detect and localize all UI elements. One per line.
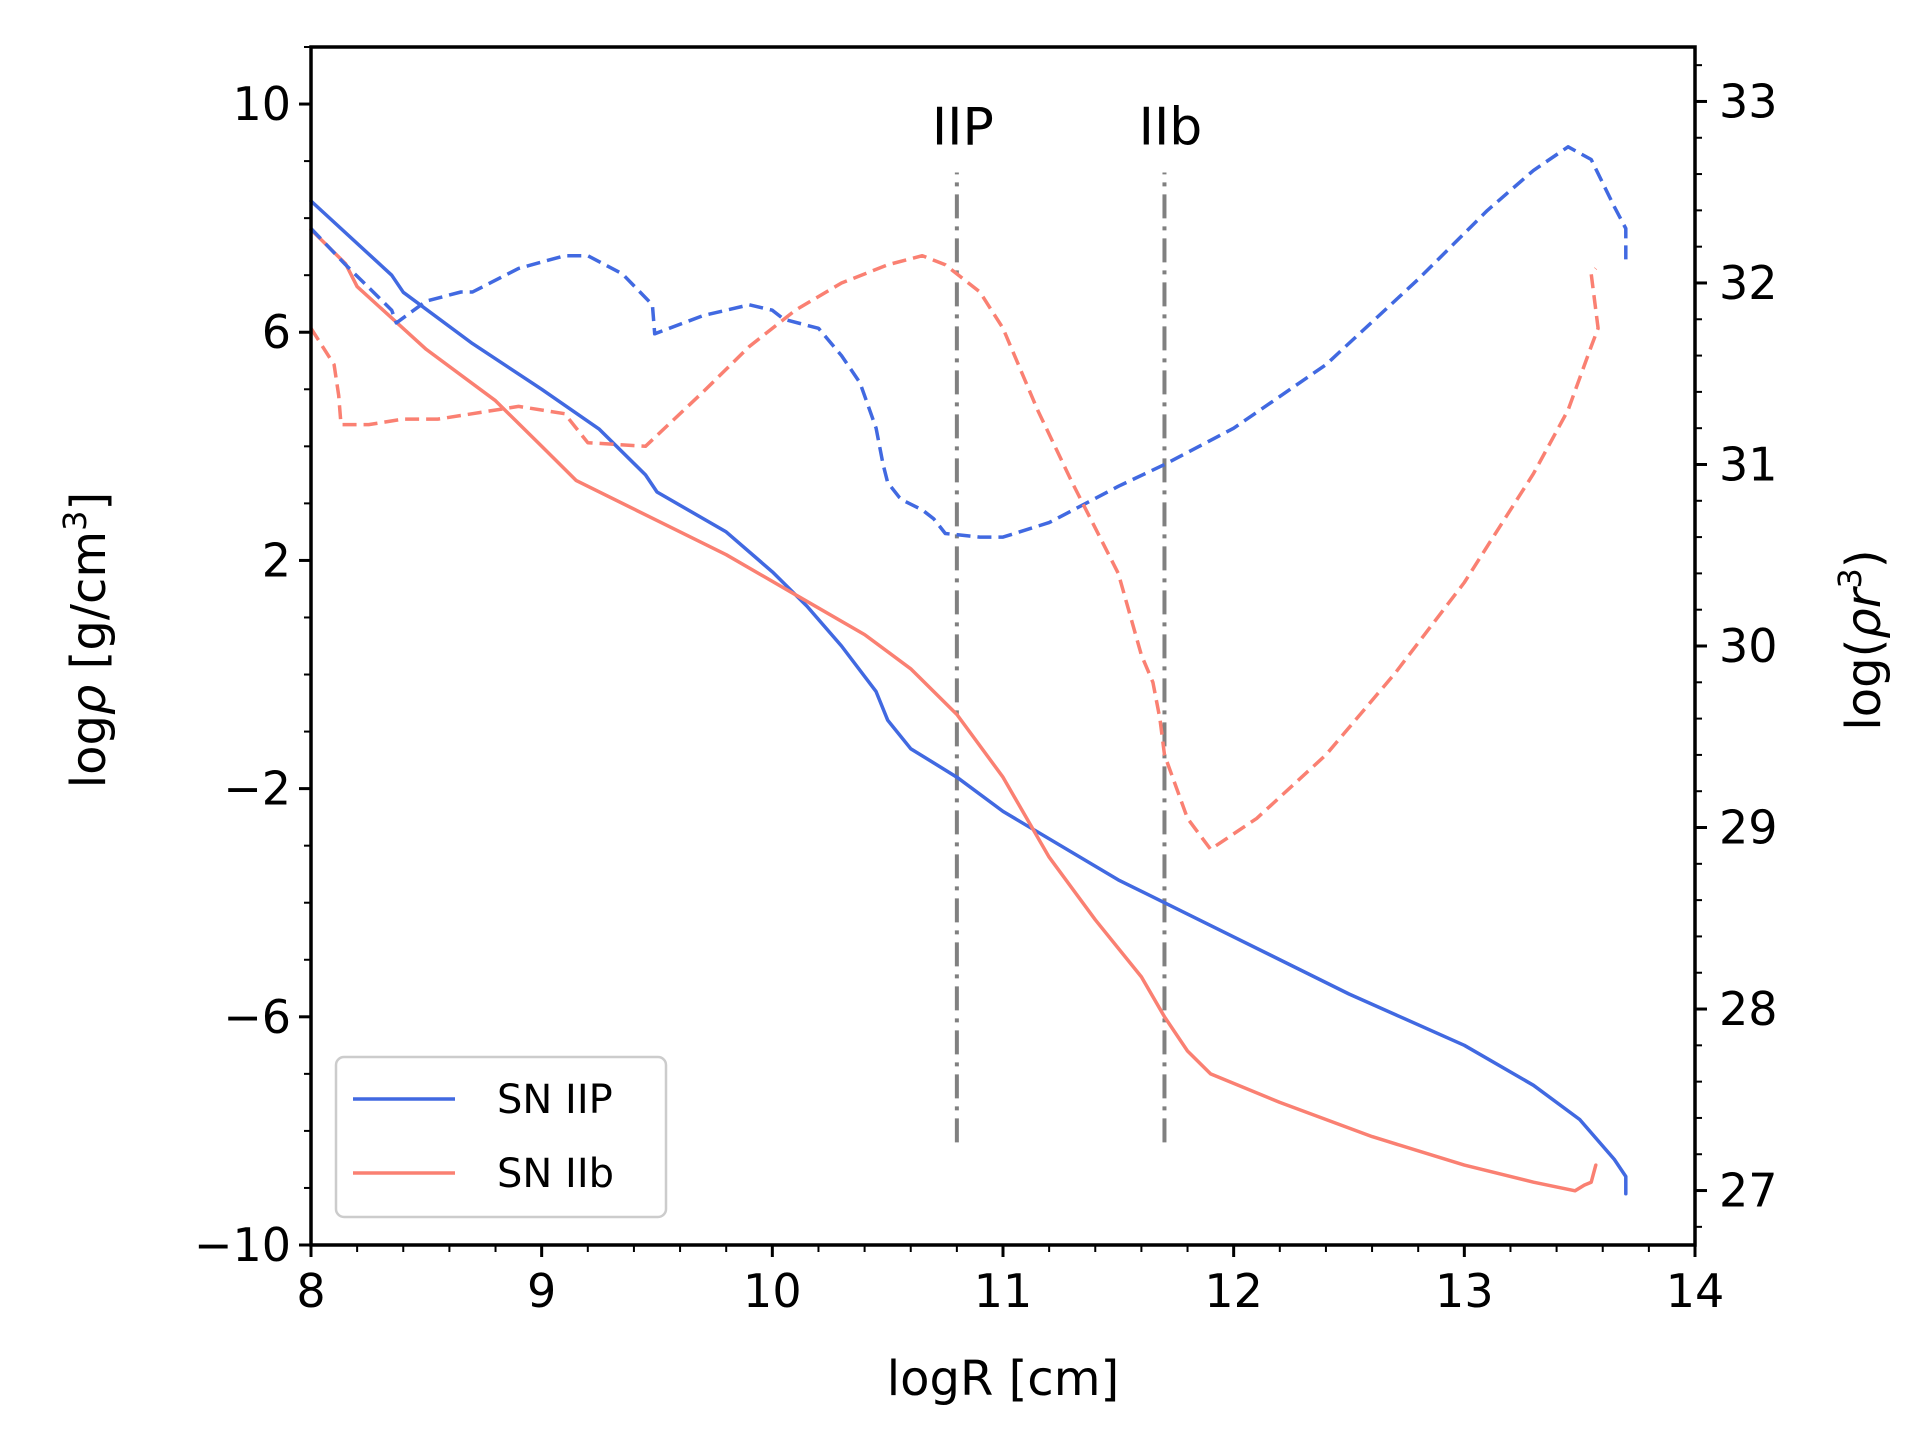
legend-label-sn-iib: SN IIb (497, 1151, 614, 1197)
x-tick-label: 14 (1666, 1264, 1725, 1318)
y-right-tick-label: 30 (1719, 619, 1778, 673)
reference-lines: IIP IIb (932, 98, 1202, 1143)
legend-box (334, 1055, 668, 1219)
y-left-tick-label: −2 (223, 762, 291, 816)
x-tick-label: 13 (1435, 1264, 1494, 1318)
y-right-tick-label: 29 (1719, 801, 1778, 855)
reference-label-iib: IIb (1139, 98, 1203, 158)
y-left-tick-label: 2 (262, 533, 291, 587)
y-left-tick-label: −6 (223, 990, 291, 1044)
x-tick-label: 12 (1204, 1264, 1263, 1318)
y-left-tick-label: −10 (194, 1218, 291, 1272)
series-layer (309, 145, 1628, 1196)
y-right-tick-label: 33 (1719, 74, 1778, 128)
ticks-layer: 8 9 10 11 12 13 14 10 6 2 −2 −6 −10 33 32 31 30 29 28 27 (194, 46, 1778, 1318)
y-right-tick-label: 27 (1719, 1164, 1778, 1218)
y-left-tick-label: 6 (262, 305, 291, 359)
legend-label-sn-iip: SN IIP (497, 1077, 613, 1123)
x-tick-label: 10 (743, 1264, 802, 1318)
y-left-tick-label: 10 (232, 77, 291, 131)
y-axis-right-label: log(ρr3) (1831, 549, 1892, 730)
series-line-sn-iib (309, 227, 1598, 1193)
x-axis-label: logR [cm] (887, 1351, 1119, 1407)
x-tick-label: 8 (296, 1264, 325, 1318)
y-right-tick-label: 32 (1719, 256, 1778, 310)
series-line-sn-iip-rho-r3 (309, 145, 1628, 539)
series-line-sn-iib-rho-r3 (309, 253, 1600, 852)
x-tick-label: 11 (974, 1264, 1033, 1318)
y-right-tick-label: 31 (1719, 437, 1778, 491)
y-right-tick-label: 28 (1719, 982, 1778, 1036)
legend: SN IIP SN IIb (334, 1055, 668, 1219)
x-tick-label: 9 (527, 1264, 556, 1318)
reference-label-iip: IIP (932, 98, 994, 158)
series-line-sn-iip (309, 199, 1628, 1196)
y-axis-left-label: logρ [g/cm3] (56, 492, 117, 789)
